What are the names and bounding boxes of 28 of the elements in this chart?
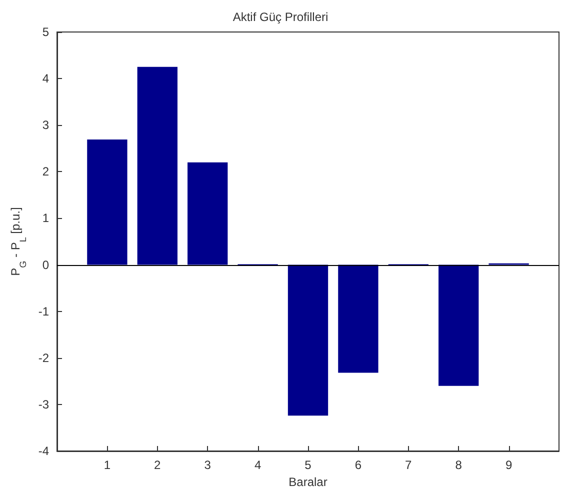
y-tick-label: -1 [38,304,50,318]
bar [288,264,328,416]
bar [87,140,128,265]
x-tick-label: 9 [505,458,512,472]
x-tick-label: 2 [154,458,162,472]
x-axis-title: Baralar [288,474,328,489]
x-tick-label: 3 [204,458,212,472]
x-tick-label: 8 [455,458,462,472]
chart-title: Aktif Güç Profilleri [232,10,328,24]
y-tick-label: 3 [42,118,50,132]
y-tick-label: 2 [42,164,50,179]
x-tick-label: 5 [304,458,312,472]
bar [338,264,378,373]
x-tick-label: 6 [354,458,362,472]
y-tick-label: 1 [42,211,50,226]
bar [137,66,178,265]
y-axis-title: PG - PL [p.u.] [8,207,28,276]
bar [188,162,228,265]
y-tick-label: 4 [42,72,50,86]
x-tick-label: 4 [254,458,262,472]
y-tick-label: 0 [42,258,50,272]
bar [438,264,479,386]
x-tick-label: 7 [405,458,412,472]
y-tick-label: -2 [38,350,50,365]
x-tick-label: 1 [104,458,111,472]
y-tick-label: 5 [42,25,50,39]
y-tick-label: -3 [38,397,50,412]
y-tick-label: -4 [38,444,50,458]
